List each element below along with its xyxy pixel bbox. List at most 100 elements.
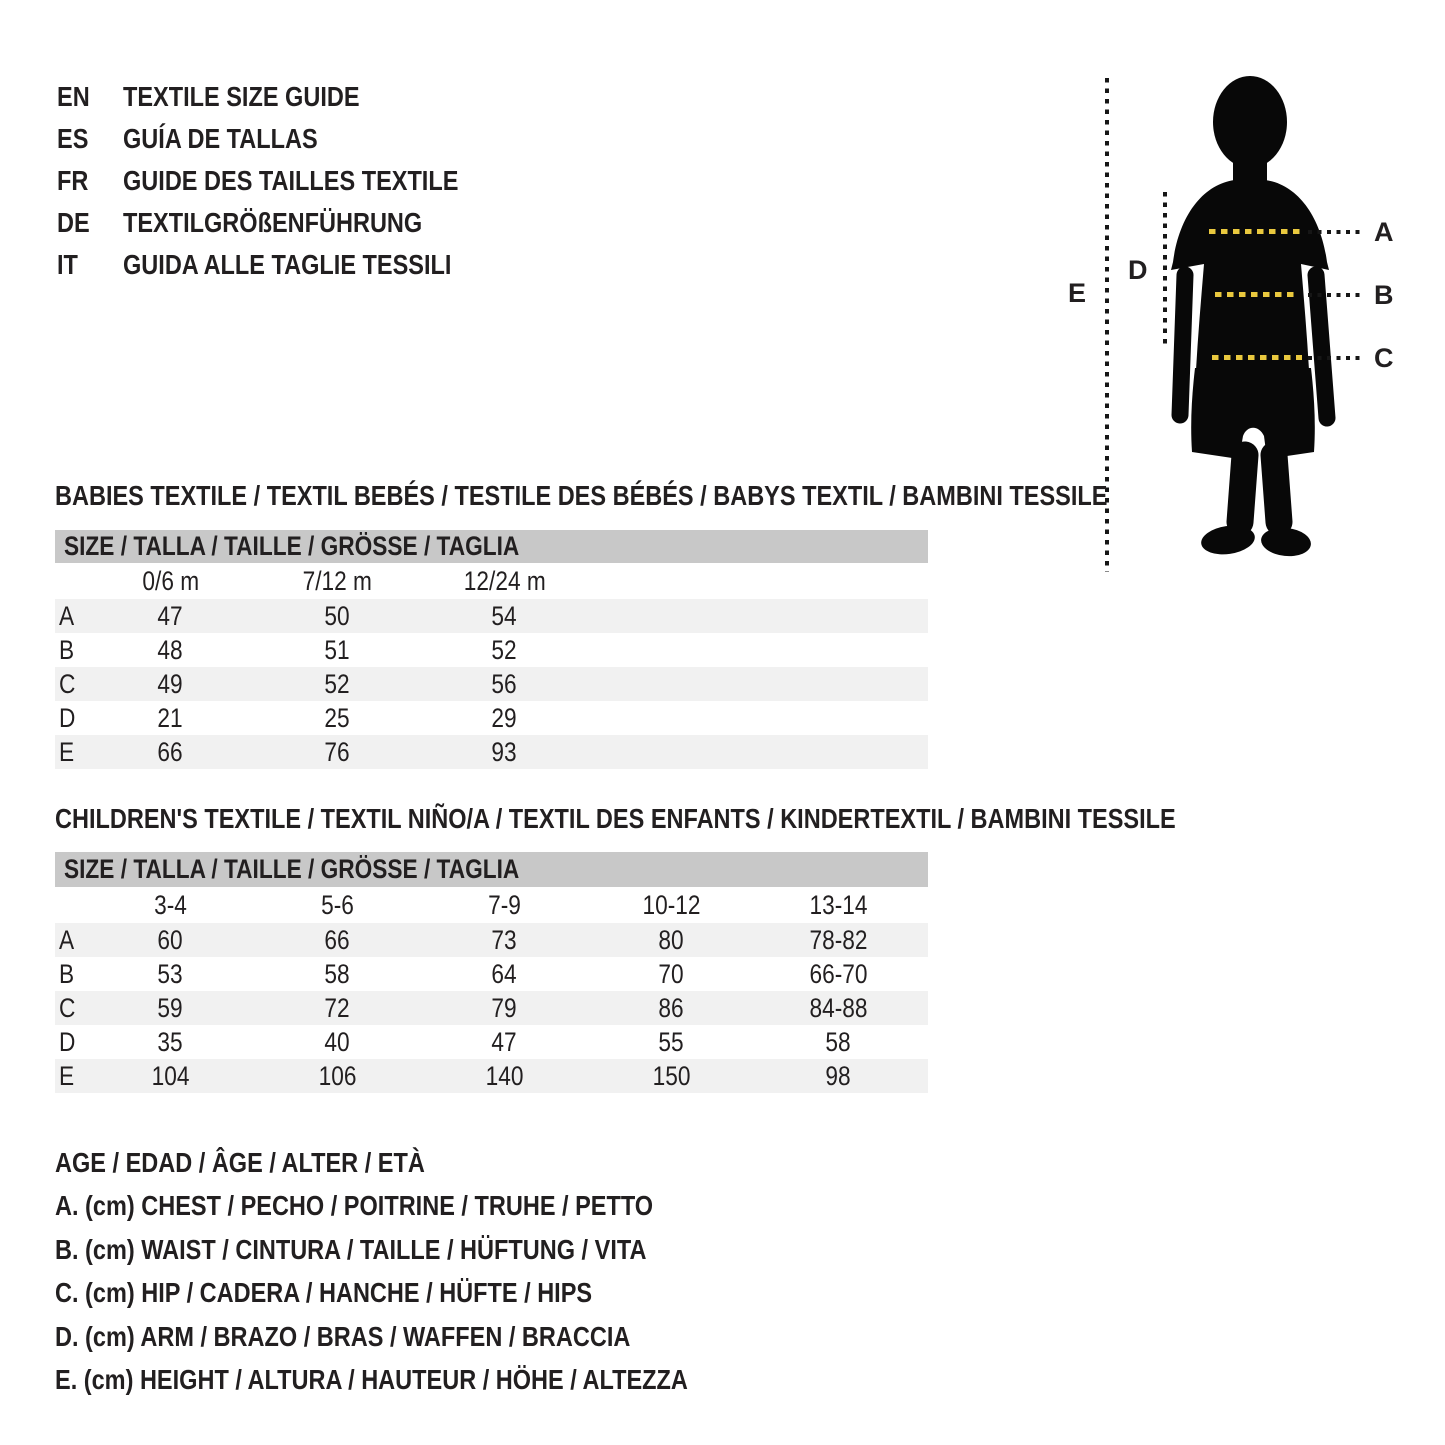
guide-title: TEXTILGRÖßENFÜHRUNG: [123, 207, 423, 238]
babies-size-header-bar: SIZE / TALLA / TAILLE / GRÖSSE / TAGLIA: [55, 530, 928, 563]
row-label: D: [59, 1026, 76, 1057]
table-cell: 40: [324, 1026, 351, 1057]
waist-dotted-leader: [1308, 293, 1364, 297]
table-row: D 21 25 29: [55, 701, 928, 735]
chest-dotted-leader: [1308, 230, 1364, 234]
lang-code: ES: [57, 123, 89, 154]
babies-column-headers: 0/6 m 7/12 m 12/24 m: [55, 563, 928, 599]
table-cell: 54: [491, 600, 518, 631]
children-column-headers: 3-4 5-6 7-9 10-12 13-14: [55, 887, 928, 923]
table-row: B 48 51 52: [55, 633, 928, 667]
table-row: E 66 76 93: [55, 735, 928, 769]
diagram-label-C: C: [1374, 343, 1394, 373]
lang-code: EN: [57, 81, 90, 112]
table-cell: 84-88: [809, 992, 868, 1023]
table-row: D 35 40 47 55 58: [55, 1025, 928, 1059]
legend-waist: B. (cm) WAIST / CINTURA / TAILLE / HÜFTU…: [55, 1233, 647, 1265]
guide-title: GUIDA ALLE TAGLIE TESSILI: [123, 249, 452, 280]
table-cell: 25: [324, 702, 351, 733]
column-header: 5-6: [321, 889, 354, 920]
lang-code: FR: [57, 165, 89, 196]
table-cell: 59: [157, 992, 184, 1023]
title-row-it: IT GUIDA ALLE TAGLIE TESSILI: [57, 244, 522, 286]
title-row-fr: FR GUIDE DES TAILLES TEXTILE: [57, 160, 522, 202]
table-cell: 72: [324, 992, 351, 1023]
table-cell: 86: [658, 992, 685, 1023]
table-cell: 53: [157, 958, 184, 989]
table-row: C 49 52 56: [55, 667, 928, 701]
table-cell: 48: [157, 634, 184, 665]
table-cell: 29: [491, 702, 518, 733]
legend-chest: A. (cm) CHEST / PECHO / POITRINE / TRUHE…: [55, 1190, 654, 1222]
column-header: 7-9: [488, 889, 521, 920]
table-cell: 66-70: [809, 958, 868, 989]
lang-code: IT: [57, 249, 78, 280]
table-cell: 104: [151, 1060, 190, 1091]
table-cell: 93: [491, 736, 518, 767]
row-label: B: [59, 634, 75, 665]
table-cell: 79: [491, 992, 518, 1023]
chest-dash-line: [1209, 229, 1303, 234]
column-header: 10-12: [642, 889, 701, 920]
table-cell: 49: [157, 668, 184, 699]
table-cell: 60: [157, 924, 184, 955]
title-row-en: EN TEXTILE SIZE GUIDE: [57, 76, 522, 118]
table-cell: 66: [324, 924, 351, 955]
diagram-label-D: D: [1128, 255, 1148, 285]
hip-dash-line: [1212, 355, 1302, 360]
hip-dotted-leader: [1308, 356, 1364, 360]
column-header: 3-4: [154, 889, 187, 920]
children-size-header-bar: SIZE / TALLA / TAILLE / GRÖSSE / TAGLIA: [55, 852, 928, 887]
diagram-label-E: E: [1068, 278, 1087, 308]
table-cell: 52: [324, 668, 351, 699]
child-silhouette: [1171, 76, 1336, 557]
table-cell: 73: [491, 924, 518, 955]
table-cell: 70: [658, 958, 685, 989]
table-cell: 76: [324, 736, 351, 767]
row-label: D: [59, 702, 76, 733]
table-cell: 21: [157, 702, 184, 733]
babies-size-header-label: SIZE / TALLA / TAILLE / GRÖSSE / TAGLIA: [64, 531, 520, 561]
language-title-list: EN TEXTILE SIZE GUIDE ES GUÍA DE TALLAS …: [57, 76, 522, 286]
table-cell: 47: [491, 1026, 518, 1057]
table-row: C 59 72 79 86 84-88: [55, 991, 928, 1025]
table-cell: 51: [324, 634, 351, 665]
table-cell: 50: [324, 600, 351, 631]
table-cell: 56: [491, 668, 518, 699]
row-label: E: [59, 736, 75, 767]
diagram-label-B: B: [1374, 280, 1394, 310]
table-row: E 104 106 140 150 98: [55, 1059, 928, 1093]
table-cell: 78-82: [809, 924, 868, 955]
waist-dash-line: [1215, 292, 1297, 297]
height-measure-line-E: [1105, 78, 1109, 572]
title-row-de: DE TEXTILGRÖßENFÜHRUNG: [57, 202, 522, 244]
row-label: A: [59, 600, 75, 631]
babies-table: 0/6 m 7/12 m 12/24 m A 47 50 54 B 48 51 …: [55, 563, 928, 769]
legend-arm: D. (cm) ARM / BRAZO / BRAS / WAFFEN / BR…: [55, 1320, 631, 1352]
table-cell: 150: [652, 1060, 691, 1091]
table-cell: 35: [157, 1026, 184, 1057]
table-cell: 58: [825, 1026, 852, 1057]
row-label: E: [59, 1060, 75, 1091]
table-row: B 53 58 64 70 66-70: [55, 957, 928, 991]
table-cell: 55: [658, 1026, 685, 1057]
measurement-legend: AGE / EDAD / ÂGE / ALTER / ETÀ A. (cm) C…: [55, 1141, 808, 1402]
children-table: 3-4 5-6 7-9 10-12 13-14 A 60 66 73 80 78…: [55, 887, 928, 1093]
table-cell: 64: [491, 958, 518, 989]
diagram-label-A: A: [1374, 217, 1394, 247]
guide-title: GUIDE DES TAILLES TEXTILE: [123, 165, 459, 196]
table-cell: 52: [491, 634, 518, 665]
column-header: 0/6 m: [142, 565, 199, 596]
legend-height: E. (cm) HEIGHT / ALTURA / HAUTEUR / HÖHE…: [55, 1364, 688, 1396]
lang-code: DE: [57, 207, 90, 238]
legend-age: AGE / EDAD / ÂGE / ALTER / ETÀ: [55, 1146, 425, 1178]
column-header: 13-14: [809, 889, 868, 920]
table-cell: 58: [324, 958, 351, 989]
column-header: 12/24 m: [463, 565, 546, 596]
column-header: 7/12 m: [302, 565, 373, 596]
table-cell: 106: [318, 1060, 357, 1091]
row-label: A: [59, 924, 75, 955]
babies-section-title: BABIES TEXTILE / TEXTIL BEBÉS / TESTILE …: [55, 480, 1108, 511]
children-section-title: CHILDREN'S TEXTILE / TEXTIL NIÑO/A / TEX…: [55, 803, 1176, 834]
